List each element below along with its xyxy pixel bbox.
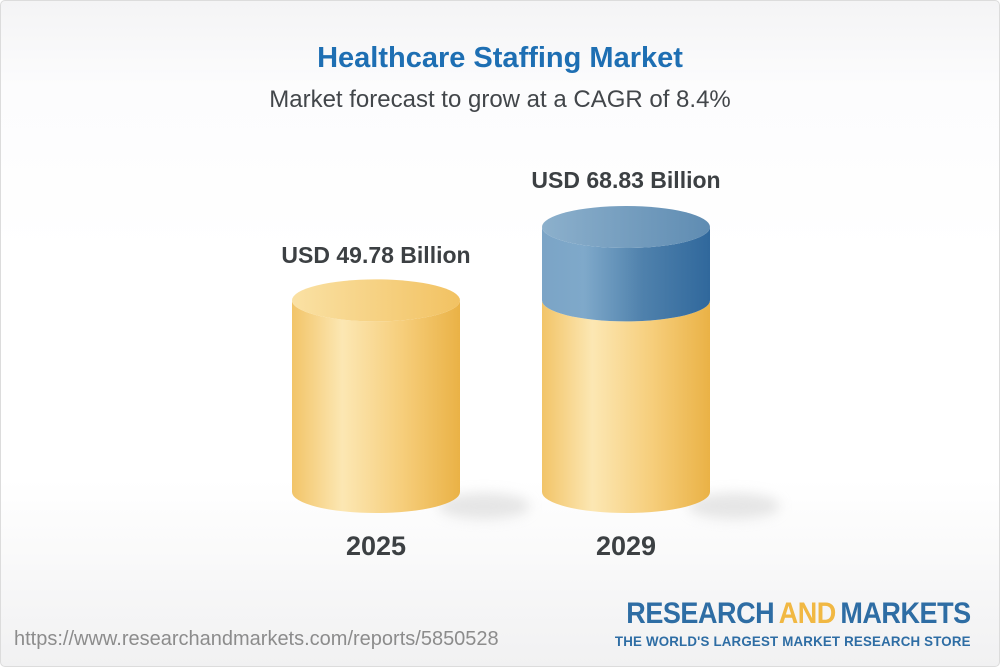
report-url[interactable]: https://www.researchandmarkets.com/repor… [14,628,499,650]
category-label-2025: 2025 [345,531,407,561]
cylinder-2029-base-segment [542,300,710,513]
cylinder-2029-top [542,206,710,248]
cylinder-2025-top [292,279,460,322]
cylinder-shadow-2025 [438,493,530,519]
logo-word-and: AND [778,597,837,630]
logo-wordmark: RESEARCH AND MARKETS [626,597,972,630]
page-title: Healthcare Staffing Market [317,42,683,74]
cylinder-2025-base-segment [292,300,460,513]
researchandmarkets-logo: RESEARCH AND MARKETS THE WORLD'S LARGEST M… [588,597,972,650]
cylinder-2029-growth-segment [542,227,710,322]
logo-word-research: RESEARCH [626,597,775,630]
value-label-2025: USD 49.78 Billion [281,242,471,268]
logo-word-markets: MARKETS [840,597,972,630]
value-label-2029: USD 68.83 Billion [531,167,721,193]
cylinder-shadow-2029 [688,493,780,519]
logo-tagline: THE WORLD'S LARGEST MARKET RESEARCH STOR… [615,633,971,649]
chart-bars [292,206,780,519]
page-subtitle: Market forecast to grow at a CAGR of 8.4… [269,86,731,113]
category-label-2029: 2029 [595,531,657,561]
